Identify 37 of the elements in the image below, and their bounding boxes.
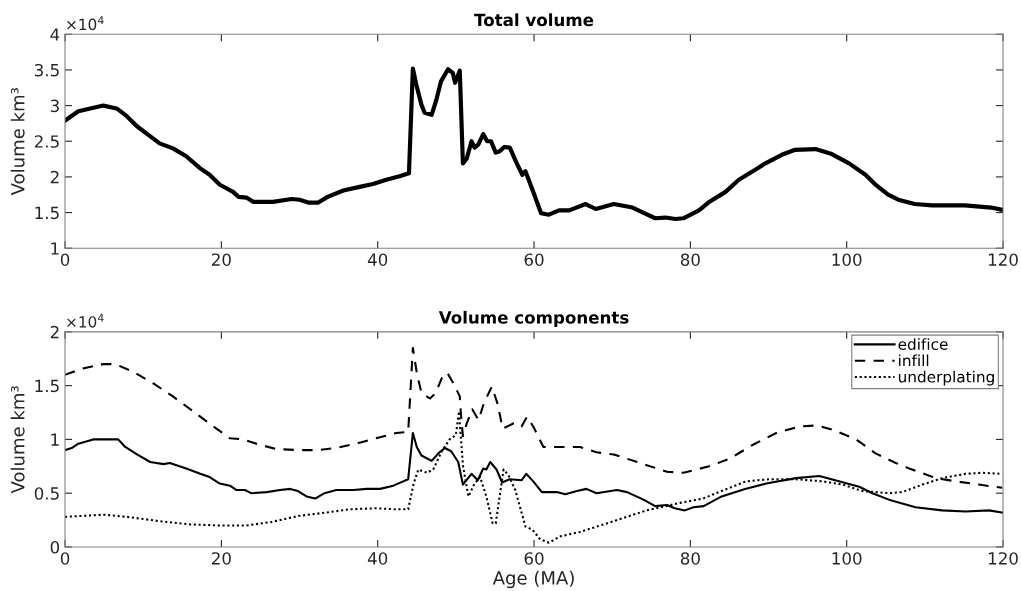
y-tick-label: 1	[51, 433, 59, 446]
y-tick-label: 3.5	[34, 63, 59, 77]
y-tick-label: 1	[51, 242, 59, 255]
x-tick-label: 80	[680, 552, 700, 565]
x-tick-label: 120	[988, 552, 1018, 565]
y-tick-label: 0	[50, 540, 60, 554]
x-tick-label: 0	[60, 552, 70, 565]
y-axis-title: Volume km³	[10, 88, 25, 196]
x-tick-label: 60	[524, 552, 544, 565]
y-tick-label: 4	[50, 28, 60, 41]
y-tick-label: 1.5	[35, 206, 59, 220]
y-axis-title: Volume km³	[10, 386, 25, 494]
x-tick-label: 60	[524, 253, 544, 266]
chart-title: Volume components	[438, 310, 629, 327]
x-tick-label: 120	[988, 253, 1018, 266]
legend-label: edifice	[898, 338, 948, 350]
line-series	[65, 66, 1004, 222]
y-tick-label: 2.5	[34, 135, 59, 148]
x-tick-label: 20	[211, 253, 231, 266]
y-tick-label: 3	[50, 99, 59, 113]
x-tick-label: 80	[680, 253, 700, 266]
x-tick-label: 20	[211, 552, 231, 565]
x-tick-label: 40	[367, 552, 388, 565]
y-tick-label: 2	[50, 325, 59, 339]
x-axis-title: Age (MA)	[492, 570, 574, 589]
text: ×10$^{4}$	[67, 16, 104, 31]
x-tick-label: 100	[832, 552, 862, 565]
text: ×10$^{4}$	[67, 313, 104, 328]
y-tick-label: 1.5	[35, 379, 59, 393]
x-tick-label: 100	[832, 253, 862, 266]
x-tick-label: 40	[367, 253, 388, 266]
legend-label: underplating	[898, 370, 994, 386]
chart-title: Total volume	[474, 13, 594, 27]
legend-label: infill	[899, 354, 929, 367]
y-tick-label: 0.5	[34, 487, 59, 500]
x-tick-label: 0	[60, 253, 70, 266]
y-tick-label: 2	[50, 170, 59, 184]
